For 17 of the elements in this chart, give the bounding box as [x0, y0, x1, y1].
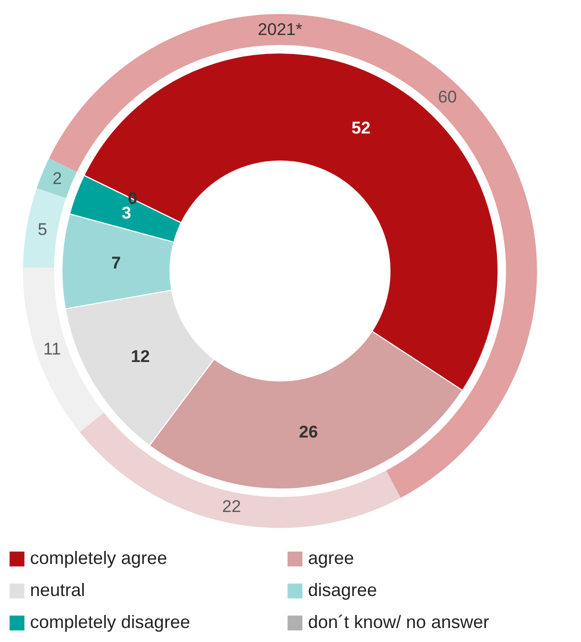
data-label: 26	[299, 422, 318, 442]
data-label: 12	[130, 346, 150, 366]
legend-label: don´t know/ no answer	[308, 612, 490, 632]
data-label: 52	[352, 118, 370, 138]
slice-label: 2021*	[258, 20, 303, 39]
data-label: 7	[111, 254, 121, 273]
data-label: 3	[122, 203, 132, 222]
data-label: 2	[52, 169, 62, 188]
data-label: 22	[222, 497, 241, 516]
legend-label: completely agree	[30, 548, 168, 568]
legend-label: disagree	[308, 580, 378, 600]
data-label: 60	[438, 88, 457, 107]
legend-label: completely disagree	[30, 612, 190, 632]
data-label: 5	[38, 220, 48, 239]
data-label: 11	[43, 339, 61, 358]
legend-label: neutral	[30, 580, 86, 600]
legend-label: agree	[308, 548, 354, 568]
